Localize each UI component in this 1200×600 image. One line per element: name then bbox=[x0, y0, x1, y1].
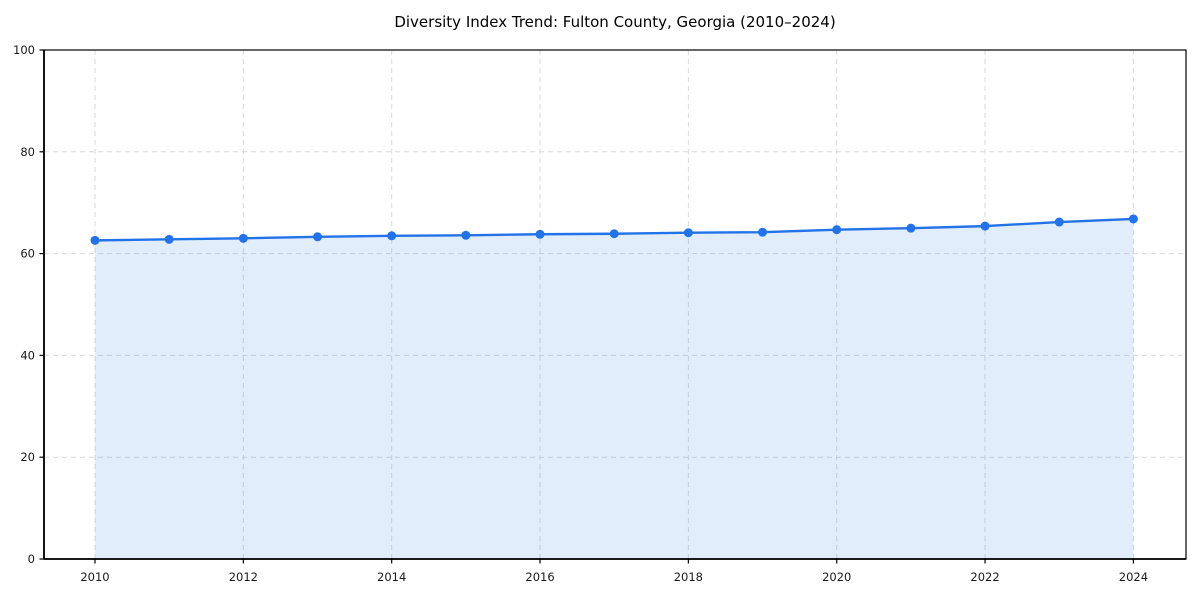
x-tick-label: 2010 bbox=[80, 570, 109, 584]
data-points bbox=[90, 214, 1138, 245]
chart-title: Diversity Index Trend: Fulton County, Ge… bbox=[394, 13, 835, 31]
y-tick-label: 20 bbox=[20, 450, 35, 464]
axis-ticks bbox=[39, 49, 1135, 564]
x-tick-label: 2020 bbox=[822, 570, 851, 584]
data-point-marker bbox=[1128, 214, 1138, 224]
area-fill bbox=[95, 218, 1134, 559]
x-tick-label: 2018 bbox=[674, 570, 703, 584]
data-point-marker bbox=[609, 229, 619, 239]
data-point-marker bbox=[238, 233, 248, 243]
tick-labels: 0 20 40 60 80 100 2010 2012 2014 2016 2018 2020 2022… bbox=[13, 43, 1148, 584]
series-area bbox=[95, 218, 1134, 559]
data-point-marker bbox=[387, 231, 397, 241]
axes-spines bbox=[43, 49, 1187, 560]
grid-layer bbox=[44, 50, 1186, 559]
data-point-marker bbox=[832, 225, 842, 235]
data-point-marker bbox=[313, 232, 323, 242]
data-point-marker bbox=[1054, 217, 1064, 227]
y-tick-label: 80 bbox=[20, 145, 35, 159]
x-tick-label: 2016 bbox=[525, 570, 554, 584]
data-point-marker bbox=[535, 229, 545, 239]
data-point-marker bbox=[980, 221, 990, 231]
y-tick-label: 40 bbox=[20, 348, 35, 362]
x-tick-label: 2024 bbox=[1119, 570, 1148, 584]
data-point-marker bbox=[758, 227, 768, 237]
x-tick-label: 2012 bbox=[229, 570, 258, 584]
data-point-marker bbox=[683, 228, 693, 238]
data-point-marker bbox=[906, 223, 916, 233]
data-point-marker bbox=[164, 234, 174, 244]
data-point-marker bbox=[461, 230, 471, 240]
x-tick-label: 2022 bbox=[970, 570, 999, 584]
y-tick-label: 60 bbox=[20, 247, 35, 261]
data-point-marker bbox=[90, 235, 100, 245]
y-tick-label: 0 bbox=[28, 552, 35, 566]
x-tick-label: 2014 bbox=[377, 570, 406, 584]
y-tick-label: 100 bbox=[13, 43, 35, 57]
